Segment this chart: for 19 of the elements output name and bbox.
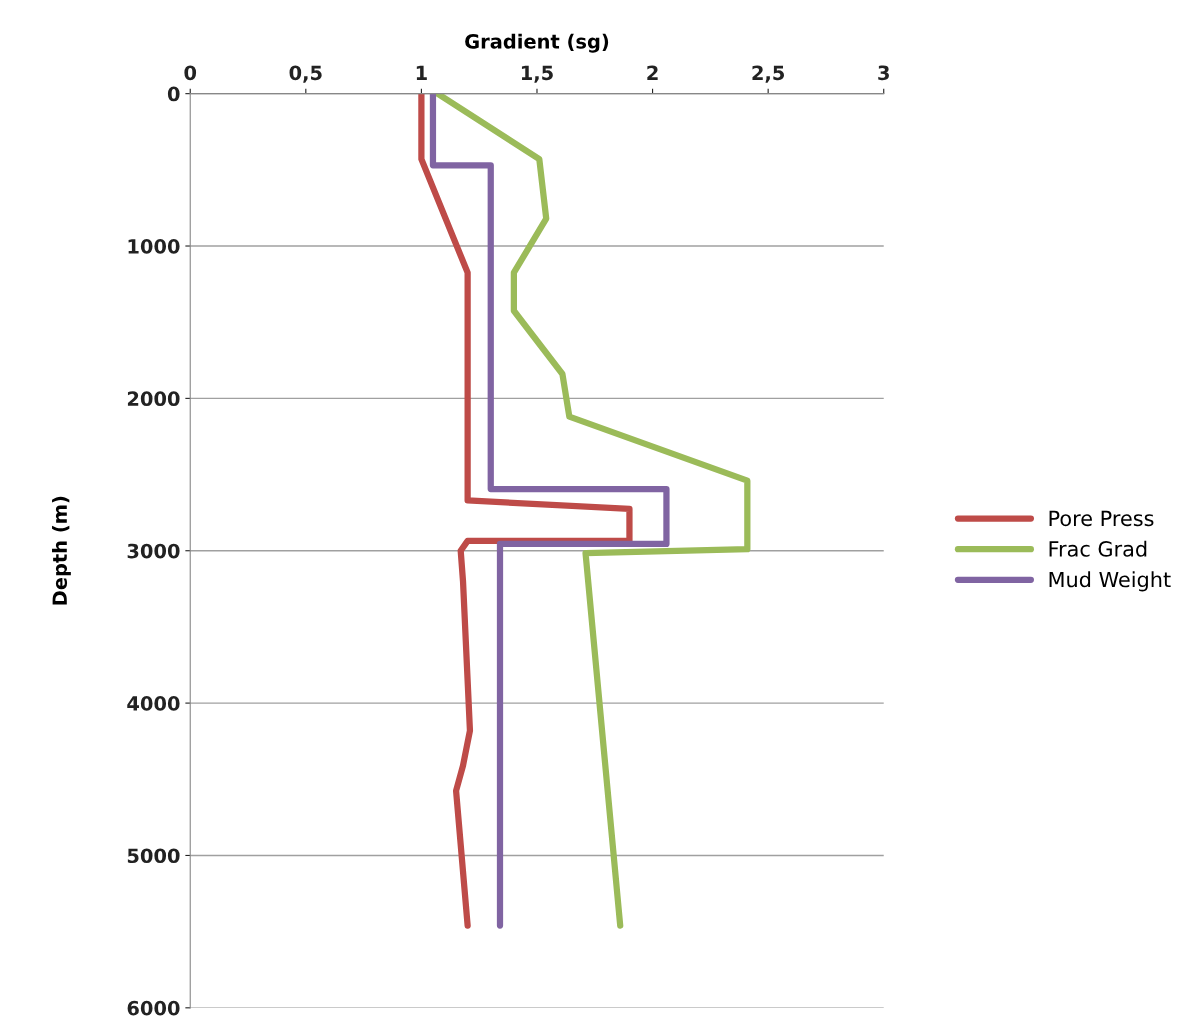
x-tick-label: 0,5 [289, 65, 322, 83]
x-tick-label: 3 [878, 65, 889, 81]
y-tick-label: 0 [167, 86, 180, 102]
y-tick-label: 2000 [127, 391, 180, 407]
legend-label: Mud Weight [1049, 571, 1171, 592]
x-axis-title: Gradient (sg) [465, 33, 609, 53]
x-tick-label: 2,5 [752, 65, 785, 83]
x-tick-label: 1 [416, 65, 427, 80]
y-tick-label: 5000 [127, 848, 180, 864]
x-tick-label: 2 [647, 65, 658, 80]
legend-label: Frac Grad [1049, 540, 1147, 557]
y-axis-title: Depth (m) [52, 496, 71, 605]
x-tick-label: 1,5 [521, 65, 553, 83]
y-tick-label: 6000 [127, 1000, 180, 1016]
y-tick-label: 4000 [127, 696, 180, 711]
y-tick-label: 1000 [128, 238, 180, 254]
y-tick-label: 3000 [127, 543, 180, 559]
legend-label: Pore Press [1049, 510, 1154, 527]
x-tick-label: 0 [184, 65, 197, 81]
